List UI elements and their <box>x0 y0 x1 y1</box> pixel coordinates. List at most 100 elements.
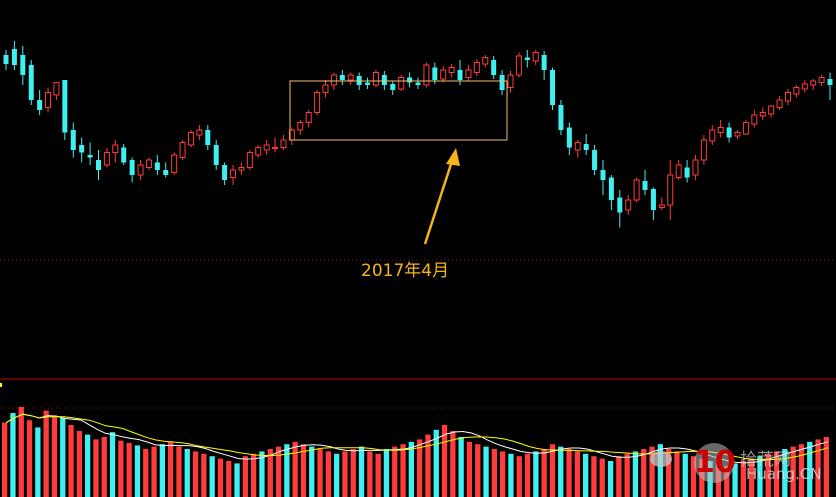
candle-body <box>171 154 178 173</box>
volume-bar <box>566 449 572 497</box>
volume-bar <box>43 410 49 497</box>
volume-bar <box>458 437 464 497</box>
volume-bar <box>68 425 74 497</box>
candle-body <box>20 55 26 75</box>
volume-bar <box>375 453 381 497</box>
candle-body <box>717 127 724 133</box>
candle-body <box>465 69 472 78</box>
volume-bar <box>400 444 406 497</box>
volume-bar <box>732 463 738 497</box>
candle-body <box>381 75 387 85</box>
volume-bar <box>425 434 431 497</box>
candle-body <box>246 152 253 168</box>
volume-bar <box>516 456 522 497</box>
volume-bar <box>176 446 182 497</box>
volume-bar <box>35 427 41 497</box>
volume-bar <box>101 437 107 497</box>
volume-bar <box>466 441 473 497</box>
candle-body <box>473 62 480 73</box>
candle-body <box>322 84 329 93</box>
volume-bar <box>392 446 398 497</box>
candle-body <box>255 147 262 156</box>
volume-bar <box>632 451 639 497</box>
volume-bar <box>317 449 323 497</box>
candle-body <box>305 112 312 123</box>
volume-bar <box>765 453 771 497</box>
volume-bar <box>749 458 755 497</box>
volume-bar <box>18 407 24 497</box>
volume-bar <box>450 431 456 497</box>
candle-body <box>103 152 110 166</box>
candle-body <box>633 179 640 201</box>
volume-bar <box>134 445 141 497</box>
volume-bar <box>524 453 531 497</box>
candle-body <box>827 79 833 85</box>
volume-bar <box>367 451 373 497</box>
candle-body <box>330 74 337 86</box>
volume-bar <box>616 456 622 497</box>
candle-body <box>440 69 447 80</box>
volume-bar <box>483 446 489 497</box>
volume-bar <box>740 461 746 497</box>
volume-bar <box>773 451 780 497</box>
volume-bar <box>275 446 282 497</box>
candle-body <box>491 60 497 75</box>
candle-body <box>550 70 556 105</box>
candle-body <box>62 80 68 133</box>
volume-bar <box>607 461 614 497</box>
candle-body <box>675 164 682 178</box>
candle-body <box>617 197 623 213</box>
volume-bar <box>599 458 605 497</box>
volume-bar <box>118 440 124 497</box>
volume-bar <box>201 453 207 497</box>
candle-body <box>339 75 345 80</box>
volume-bar <box>533 451 539 497</box>
volume-bar <box>334 453 340 497</box>
volume-bar <box>60 417 66 497</box>
candle-body <box>213 145 219 165</box>
candle-body <box>793 87 800 95</box>
candle-body <box>515 55 522 76</box>
candle-body <box>372 72 379 86</box>
candle-body <box>507 74 514 88</box>
consolidation-box <box>289 80 508 141</box>
volume-bar <box>624 453 630 497</box>
volume-bar <box>85 434 91 497</box>
volume-bar <box>807 441 813 497</box>
candle-body <box>650 189 656 210</box>
candle-body <box>196 129 203 136</box>
volume-bar <box>417 439 423 497</box>
volume-bar <box>383 449 390 497</box>
volume-bar <box>549 444 556 497</box>
candle-body <box>205 130 211 145</box>
volume-bar <box>508 453 514 497</box>
candle-body <box>230 169 237 178</box>
volume-bar <box>2 422 8 497</box>
candle-body <box>163 170 169 175</box>
candle-body <box>238 167 245 171</box>
volume-bar <box>358 446 365 497</box>
volume-bar <box>267 449 273 497</box>
watermark-badge: 10 <box>694 443 736 483</box>
candle-body <box>187 132 194 146</box>
candle-body <box>95 160 101 170</box>
candle-body <box>742 122 749 135</box>
volume-bar <box>433 429 439 497</box>
candle-body <box>810 80 817 86</box>
left-axis-marker <box>0 383 2 387</box>
candle-body <box>574 142 581 151</box>
candle-body <box>28 65 34 100</box>
watermark: 10 拾荒网 Huang.CN <box>650 443 830 487</box>
volume-bar <box>26 420 33 497</box>
candle-body <box>600 170 606 180</box>
volume-bar <box>674 451 680 497</box>
candle-body <box>499 75 505 90</box>
volume-bar <box>690 456 697 497</box>
candle-body <box>314 92 321 113</box>
volume-bar <box>93 439 99 497</box>
volume-bar <box>300 444 307 497</box>
volume-bar <box>109 432 116 497</box>
volume-bar <box>541 449 547 497</box>
candle-body <box>145 159 152 168</box>
volume-bar <box>192 451 199 497</box>
